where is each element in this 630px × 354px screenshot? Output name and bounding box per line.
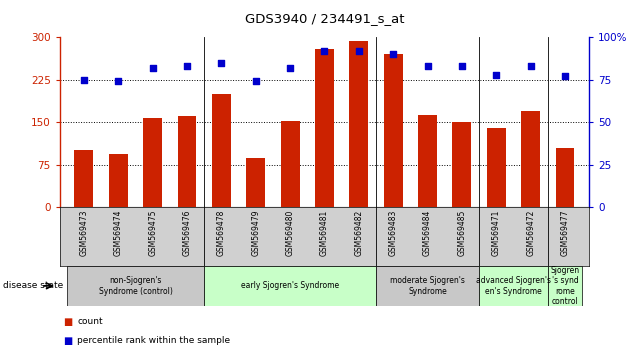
Text: GSM569481: GSM569481	[320, 210, 329, 256]
Point	[182, 63, 192, 69]
Point	[560, 73, 570, 79]
Text: non-Sjogren's
Syndrome (control): non-Sjogren's Syndrome (control)	[98, 276, 173, 296]
Text: early Sjogren's Syndrome: early Sjogren's Syndrome	[241, 281, 339, 290]
Bar	[479, 266, 548, 306]
Point	[491, 72, 501, 78]
Bar	[418, 115, 437, 207]
Text: GSM569485: GSM569485	[457, 210, 466, 256]
Text: ■: ■	[63, 336, 72, 346]
Bar	[350, 41, 369, 207]
Point	[388, 51, 398, 57]
Bar	[143, 118, 162, 207]
Point	[457, 63, 467, 69]
Point	[113, 79, 123, 84]
Text: GSM569471: GSM569471	[492, 210, 501, 256]
Text: GSM569482: GSM569482	[354, 210, 364, 256]
Text: GSM569474: GSM569474	[114, 210, 123, 256]
Text: GSM569475: GSM569475	[148, 210, 157, 256]
Text: GSM569477: GSM569477	[561, 210, 570, 256]
Text: ■: ■	[63, 317, 72, 327]
Text: GSM569483: GSM569483	[389, 210, 398, 256]
Bar	[487, 128, 506, 207]
Text: count: count	[77, 317, 103, 326]
Bar	[315, 49, 334, 207]
Text: Sjogren
's synd
rome
control: Sjogren 's synd rome control	[551, 266, 580, 306]
Point	[423, 63, 433, 69]
Bar	[376, 266, 479, 306]
Text: GSM569472: GSM569472	[526, 210, 535, 256]
Text: GSM569479: GSM569479	[251, 210, 260, 256]
Bar	[280, 121, 299, 207]
Text: GSM569476: GSM569476	[183, 210, 192, 256]
Bar	[246, 158, 265, 207]
Point	[216, 60, 226, 65]
Point	[285, 65, 295, 70]
Bar	[521, 111, 540, 207]
Point	[354, 48, 364, 53]
Bar	[452, 122, 471, 207]
Bar	[109, 154, 128, 207]
Bar	[74, 150, 93, 207]
Point	[79, 77, 89, 82]
Text: GSM569478: GSM569478	[217, 210, 226, 256]
Text: GSM569480: GSM569480	[285, 210, 295, 256]
Bar	[548, 266, 582, 306]
Text: moderate Sjogren's
Syndrome: moderate Sjogren's Syndrome	[390, 276, 465, 296]
Text: GDS3940 / 234491_s_at: GDS3940 / 234491_s_at	[244, 12, 404, 25]
Bar	[178, 116, 197, 207]
Bar	[556, 148, 575, 207]
Bar	[212, 94, 231, 207]
Text: GSM569473: GSM569473	[79, 210, 88, 256]
Point	[319, 48, 329, 53]
Text: GSM569484: GSM569484	[423, 210, 432, 256]
Text: advanced Sjogren's
en's Syndrome: advanced Sjogren's en's Syndrome	[476, 276, 551, 296]
Bar	[67, 266, 204, 306]
Point	[147, 65, 158, 70]
Bar	[204, 266, 376, 306]
Bar	[384, 54, 403, 207]
Point	[251, 79, 261, 84]
Text: disease state: disease state	[3, 281, 64, 290]
Text: percentile rank within the sample: percentile rank within the sample	[77, 336, 231, 345]
Point	[525, 63, 536, 69]
